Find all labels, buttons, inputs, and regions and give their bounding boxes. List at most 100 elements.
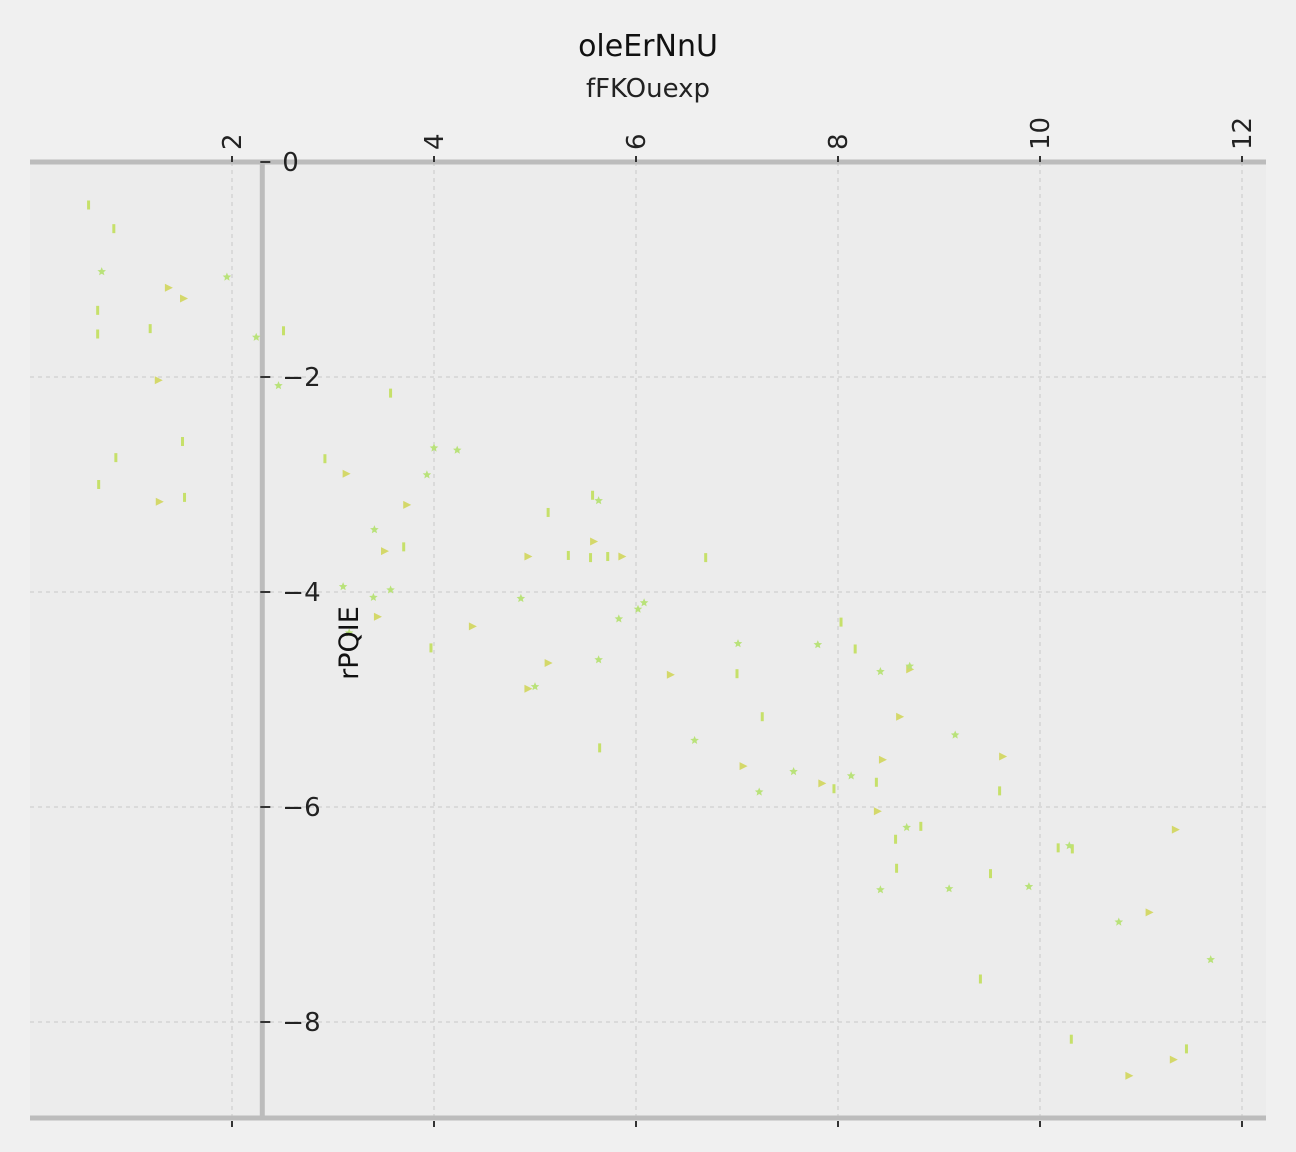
x-tick-label: 4 [420, 133, 450, 150]
data-point-triangle [468, 622, 477, 631]
data-point-tick [989, 869, 993, 879]
data-point-triangle [155, 497, 164, 506]
data-points [87, 200, 1215, 1080]
data-point-tick [591, 490, 595, 500]
chart-subtitle: fFKOuexp [586, 74, 710, 104]
data-point-star [813, 640, 823, 649]
data-point-star [344, 628, 354, 637]
data-point-tick [874, 777, 878, 787]
data-point-triangle [1171, 825, 1180, 834]
y-tick-label: −4 [282, 578, 320, 608]
data-point-star [754, 787, 764, 796]
data-point-star [252, 332, 261, 341]
data-point-tick [546, 507, 550, 517]
data-point-tick [735, 669, 739, 679]
data-point-star [950, 730, 960, 739]
data-point-tick [566, 550, 570, 560]
data-point-tick [998, 786, 1002, 796]
data-point-star [594, 655, 603, 664]
data-point-triangle [878, 755, 887, 764]
data-point-star [429, 443, 439, 452]
data-point-triangle [524, 552, 533, 561]
y-axis-label: rPQIE [334, 606, 365, 680]
data-point-tick [114, 453, 118, 463]
data-point-tick [1056, 843, 1060, 853]
data-point-triangle [1145, 908, 1154, 917]
grid-lines [30, 162, 1266, 1118]
data-point-tick [148, 324, 152, 334]
x-tick-label: 2 [218, 133, 248, 150]
data-point-star [1206, 955, 1215, 964]
data-point-tick [87, 200, 91, 210]
x-tick-label: 12 [1228, 117, 1258, 150]
x-tick-label: 6 [622, 133, 652, 150]
data-point-triangle [590, 537, 599, 546]
data-point-star [902, 822, 911, 832]
data-point-triangle [739, 762, 748, 771]
y-tick-label: 0 [282, 148, 299, 178]
data-point-star [876, 667, 885, 676]
plot-area [30, 162, 1266, 1118]
y-tick-label: −8 [282, 1008, 320, 1038]
data-point-triangle [342, 469, 351, 478]
data-point-tick [1184, 1044, 1188, 1054]
data-point-star [386, 585, 395, 594]
data-point-triangle [999, 752, 1008, 761]
data-point-tick [919, 821, 923, 831]
data-point-tick [323, 454, 327, 464]
data-point-star [453, 445, 462, 454]
data-point-tick [704, 553, 708, 563]
data-point-star [846, 771, 856, 780]
data-point-star [97, 267, 106, 276]
data-point-tick [389, 388, 393, 398]
data-point-tick [1069, 1034, 1073, 1044]
data-point-triangle [180, 294, 189, 303]
data-point-tick [978, 974, 982, 984]
data-point-tick [606, 552, 610, 562]
data-point-star [369, 592, 378, 601]
data-point-star [222, 272, 232, 281]
data-point-tick [894, 834, 898, 844]
data-point-triangle [164, 283, 173, 292]
data-point-star [733, 639, 743, 648]
data-point-tick [832, 784, 836, 794]
data-point-star [633, 604, 643, 613]
data-point-tick [839, 617, 843, 627]
data-point-star [905, 661, 914, 670]
data-point-triangle [373, 612, 382, 621]
y-tick-label: −2 [282, 363, 320, 393]
data-point-star [614, 614, 624, 623]
data-point-triangle [1125, 1071, 1134, 1080]
axes [30, 156, 1266, 1127]
y-tick-label: −6 [282, 793, 320, 823]
data-point-triangle [666, 670, 675, 679]
data-point-triangle [818, 779, 827, 788]
data-point-star [1065, 841, 1074, 850]
data-point-triangle [381, 547, 390, 556]
data-point-star [639, 598, 649, 607]
tick-labels: 2 4 6 8 10 12 0 −2 −4 −6 −8 [218, 117, 1258, 1038]
data-point-star [274, 381, 283, 390]
data-point-triangle [618, 552, 627, 561]
data-point-tick [282, 326, 286, 336]
data-point-tick [429, 643, 433, 653]
data-point-star [944, 884, 954, 893]
data-point-star [594, 496, 603, 505]
data-point-tick [112, 224, 116, 234]
data-point-star [338, 582, 348, 591]
data-point-tick [96, 329, 100, 339]
data-point-star [876, 885, 885, 894]
data-point-tick [181, 437, 185, 446]
data-point-tick [402, 542, 406, 552]
data-point-star [1024, 882, 1034, 891]
data-point-tick [760, 712, 764, 722]
chart-title: oleErNnU [578, 29, 718, 64]
data-point-triangle [403, 500, 412, 509]
x-tick-label: 8 [824, 133, 854, 150]
data-point-star [789, 767, 798, 776]
data-point-star [370, 525, 379, 534]
x-tick-label: 10 [1026, 117, 1056, 150]
data-point-triangle [1169, 1055, 1178, 1064]
data-point-tick [1070, 844, 1074, 854]
